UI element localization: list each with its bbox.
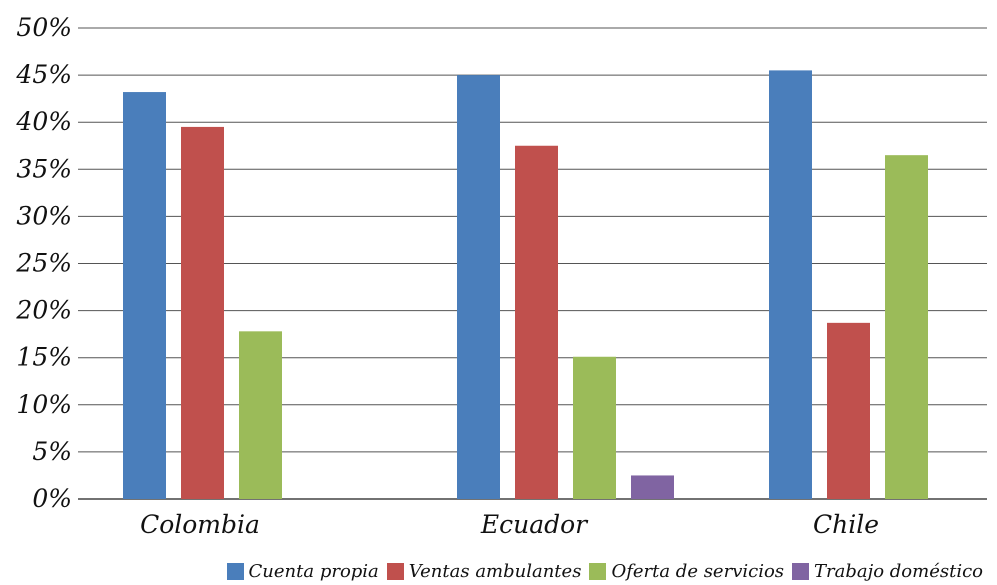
y-tick-label: 30% <box>16 201 72 230</box>
y-tick-label: 20% <box>15 296 72 325</box>
x-axis-categories: Colombia Ecuador Chile <box>140 510 879 539</box>
y-tick-label: 50% <box>16 13 72 42</box>
legend-item: Trabajo doméstico <box>792 561 983 582</box>
legend-label: Oferta de servicios <box>611 561 785 582</box>
bar-colombia-series-0 <box>123 92 166 499</box>
legend-swatch <box>226 563 244 580</box>
legend-swatch <box>386 563 404 580</box>
x-category-label: Ecuador <box>480 510 589 539</box>
legend-label: Cuenta propia <box>248 561 379 582</box>
bar-chile-series-1 <box>827 322 870 499</box>
y-tick-label: 35% <box>16 154 72 183</box>
x-category-label: Chile <box>813 510 879 539</box>
bar-chile-series-0 <box>769 70 812 499</box>
bar-colombia-series-1 <box>181 126 224 499</box>
legend-item: Cuenta propia <box>226 561 379 582</box>
legend: Cuenta propia Ventas ambulantes Oferta de … <box>0 558 997 585</box>
y-tick-label: 15% <box>16 343 72 372</box>
bars <box>123 70 928 500</box>
y-tick-label: 25% <box>15 249 72 278</box>
y-tick-label: 40% <box>15 107 72 136</box>
legend-item: Ventas ambulantes <box>386 561 582 582</box>
bar-ecuador-series-3 <box>631 475 674 499</box>
legend-item: Oferta de servicios <box>589 561 784 582</box>
legend-swatch <box>589 563 607 580</box>
x-category-label: Colombia <box>140 510 260 539</box>
legend-label: Trabajo doméstico <box>814 561 983 582</box>
y-axis-ticks: 0% 5% 10% 15% 20% 25% 30% 35% 40% 45% 50% <box>15 13 72 513</box>
y-tick-label: 10% <box>16 390 72 419</box>
y-tick-label: 0% <box>32 484 72 513</box>
bar-ecuador-series-1 <box>515 145 558 499</box>
legend-swatch <box>792 563 810 580</box>
bar-ecuador-series-2 <box>573 356 616 499</box>
y-tick-label: 45% <box>15 60 72 89</box>
bar-ecuador-series-0 <box>457 75 500 499</box>
legend-label: Ventas ambulantes <box>408 561 582 582</box>
y-tick-label: 5% <box>32 437 72 466</box>
bar-colombia-series-2 <box>239 331 282 499</box>
bar-chile-series-2 <box>885 155 928 500</box>
